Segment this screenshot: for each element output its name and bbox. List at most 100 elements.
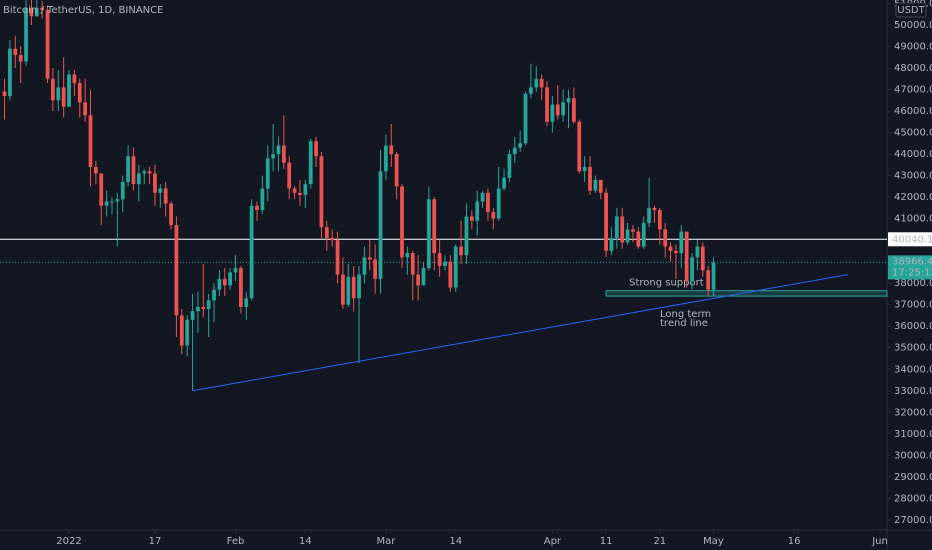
candle-body — [61, 87, 66, 107]
candle-body — [534, 78, 539, 88]
candle-body — [507, 154, 512, 178]
candle-body — [588, 166, 592, 191]
candle-body — [24, 7, 28, 62]
y-tick-label: 33000.00 — [894, 386, 932, 397]
candle-body — [389, 145, 394, 155]
x-tick-label: 11 — [600, 536, 613, 547]
support-zone — [605, 290, 888, 297]
candle-body — [83, 102, 88, 116]
candle-body — [13, 48, 18, 56]
candle-body — [276, 145, 281, 155]
candle-body — [153, 173, 157, 193]
candle-body — [443, 261, 447, 266]
candle-body — [131, 156, 136, 185]
candle-body — [201, 306, 206, 310]
candle-body — [330, 237, 335, 241]
x-tick-label: Mar — [376, 536, 396, 547]
candle-body — [163, 188, 168, 204]
x-tick-label: 17 — [149, 536, 162, 547]
candle-body — [614, 216, 619, 238]
y-tick-label: 42000.00 — [894, 192, 932, 203]
candle-body — [426, 199, 431, 269]
y-tick-label: 31000.00 — [894, 429, 932, 440]
y-tick-label: 44000.00 — [894, 149, 932, 160]
candle-body — [405, 253, 410, 258]
candle-body — [217, 278, 222, 290]
candle-body — [206, 300, 211, 310]
candle-body — [110, 201, 114, 203]
trend-label: Long term — [660, 309, 711, 320]
candle-body — [561, 102, 566, 116]
x-tick-label: 16 — [788, 536, 801, 547]
countdown-label: 17:25:12 — [892, 267, 932, 278]
candle-body — [577, 121, 582, 172]
candle-body — [469, 216, 474, 221]
candle-body — [545, 87, 549, 122]
candle-body — [8, 48, 12, 96]
candle-body — [663, 229, 668, 247]
trend-label: trend line — [660, 318, 708, 329]
candle-body — [351, 276, 356, 299]
candle-body — [432, 199, 437, 254]
candle-body — [486, 192, 490, 213]
candle-body — [668, 246, 673, 251]
candle-body — [190, 311, 195, 320]
candle-body — [142, 171, 147, 174]
candle-body — [571, 98, 576, 122]
candle-body — [367, 257, 372, 260]
candle-body — [464, 216, 469, 256]
candle-body — [700, 246, 705, 271]
candle-body — [169, 203, 173, 226]
candle-body — [72, 74, 77, 84]
candle-body — [29, 7, 34, 17]
candle-body — [136, 173, 141, 185]
candle-body — [147, 171, 152, 174]
candle-body — [2, 91, 7, 96]
candle-body — [196, 306, 200, 312]
x-tick-label: May — [703, 536, 724, 547]
candle-body — [357, 274, 361, 299]
candle-body — [126, 156, 130, 183]
x-tick-label: Feb — [227, 536, 245, 547]
candle-body — [502, 177, 506, 189]
candle-body — [346, 276, 351, 305]
candle-body — [179, 315, 184, 346]
candle-body — [684, 231, 689, 282]
candle-body — [158, 188, 163, 193]
y-tick-label: 49000.00 — [894, 41, 932, 52]
level-price-label: 40040.16 — [892, 234, 932, 245]
candle-body — [233, 268, 238, 273]
candle-body — [314, 141, 318, 157]
currency-label: USDT — [897, 5, 925, 16]
candle-body — [378, 171, 383, 279]
candle-body — [566, 98, 571, 103]
candle-body — [51, 78, 55, 101]
candle-body — [416, 274, 421, 286]
candle-body — [384, 145, 388, 172]
candle-body — [475, 201, 480, 221]
candle-body — [598, 179, 603, 193]
candle-body — [56, 87, 61, 101]
candle-body — [512, 147, 517, 155]
candle-body — [373, 259, 378, 279]
x-tick-label: 21 — [653, 536, 666, 547]
candle-body — [77, 83, 82, 103]
candle-body — [641, 222, 646, 247]
candle-body — [491, 212, 496, 219]
x-tick-label: 14 — [299, 536, 312, 547]
support-label: Strong support — [629, 278, 704, 289]
candle-body — [308, 141, 313, 185]
y-tick-label: 37000.00 — [894, 300, 932, 311]
candle-body — [529, 87, 533, 94]
candle-body — [518, 143, 523, 148]
candle-body — [636, 231, 641, 247]
candle-body — [679, 231, 684, 254]
candle-body — [410, 253, 415, 275]
candle-body — [550, 104, 555, 122]
y-tick-label: 28000.00 — [894, 493, 932, 504]
trend-line — [192, 274, 848, 392]
candle-body — [265, 158, 270, 189]
y-tick-label: 35000.00 — [894, 343, 932, 354]
candle-body — [249, 205, 254, 299]
